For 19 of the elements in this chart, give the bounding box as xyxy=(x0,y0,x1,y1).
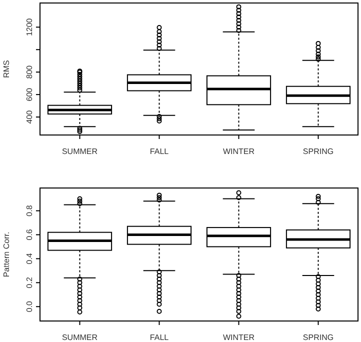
y-tick-label: 0.2 xyxy=(25,276,34,288)
y-axis-title: Pattern Corr. xyxy=(2,232,11,278)
x-tick-label: SPRING xyxy=(302,147,334,156)
x-tick-label: WINTER xyxy=(222,147,255,156)
y-tick-label: 0.8 xyxy=(25,204,34,216)
x-tick-label: SUMMER xyxy=(62,333,98,342)
x-tick-label: SPRING xyxy=(302,333,334,342)
x-tick-label: FALL xyxy=(150,147,170,156)
y-tick-label: 600 xyxy=(25,87,34,102)
y-tick-label: 1200 xyxy=(25,18,34,36)
y-axis-title: RMS xyxy=(2,60,11,78)
x-tick-label: FALL xyxy=(150,333,170,342)
y-tick-label: 0.0 xyxy=(25,300,34,312)
y-tick-label: 0.6 xyxy=(25,228,34,240)
y-tick-label: 800 xyxy=(25,64,34,79)
x-tick-label: SUMMER xyxy=(62,147,98,156)
y-tick-label: 0.4 xyxy=(25,252,34,264)
y-tick-label: 400 xyxy=(25,110,34,124)
x-tick-label: WINTER xyxy=(222,333,255,342)
